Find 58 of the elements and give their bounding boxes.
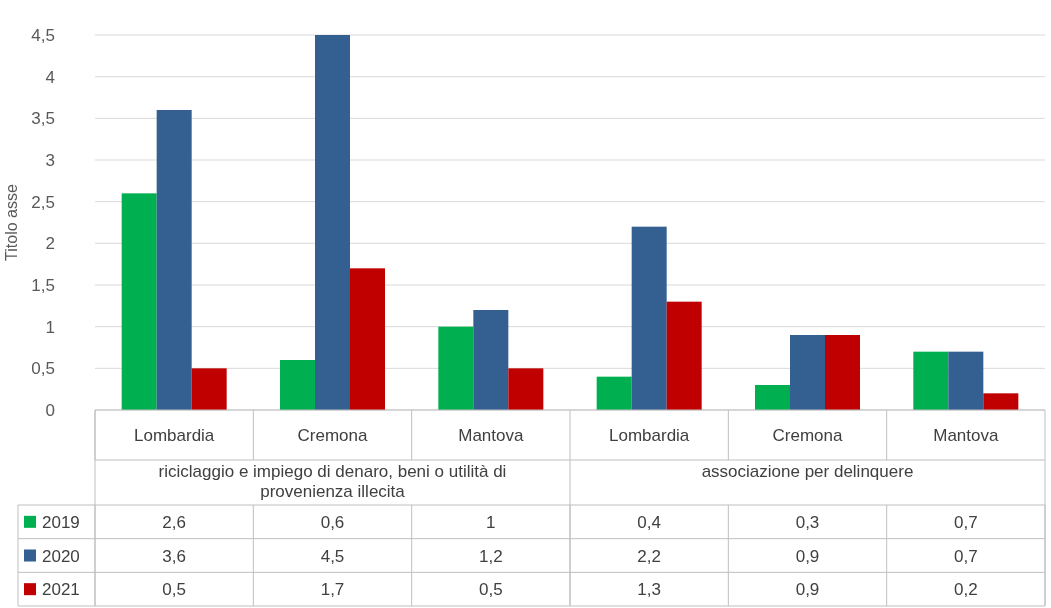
y-tick-label: 0,5 [31, 359, 55, 379]
data-label: 3,6 [162, 546, 186, 566]
data-label: 0,7 [954, 546, 978, 566]
data-label: 1 [486, 512, 496, 532]
data-label: 0,9 [795, 580, 820, 600]
y-tick-label: 2 [45, 234, 55, 254]
bar [790, 335, 825, 410]
data-label: 1,7 [320, 580, 345, 600]
x-tick-label: Cremona [297, 426, 368, 445]
legend-label: 2020 [42, 546, 80, 566]
bar [596, 376, 632, 410]
data-label: 4,5 [320, 546, 345, 566]
data-label: 0,7 [954, 512, 978, 532]
data-label: 0,5 [162, 580, 186, 600]
y-axis-title: Titolo asse [3, 184, 20, 261]
y-tick-label: 2,5 [31, 192, 55, 212]
text: associazione per delinquere [701, 462, 914, 481]
bar [983, 393, 1019, 410]
data-label: 0,4 [637, 512, 661, 532]
data-label: 2,2 [637, 546, 661, 566]
bar [755, 385, 790, 410]
x-tick-label: Lombardia [609, 426, 690, 445]
x-tick-label: Mantova [458, 426, 524, 445]
bar [666, 301, 702, 410]
data-label: 0,6 [320, 512, 345, 532]
bar [508, 368, 544, 410]
data-label: 0,9 [795, 546, 820, 566]
bar [121, 193, 157, 410]
y-tick-label: 4 [45, 67, 55, 87]
data-label: 1,3 [637, 580, 661, 600]
y-tick-label: 0 [45, 400, 55, 420]
bar [350, 268, 385, 410]
bar [315, 35, 350, 410]
x-tick-label: Lombardia [134, 426, 215, 445]
data-label: 2,6 [162, 512, 186, 532]
data-label: 1,2 [479, 546, 503, 566]
bar [280, 360, 315, 410]
x-tick-label: Cremona [772, 426, 843, 445]
y-tick-label: 1 [45, 317, 55, 337]
y-tick-label: 4,5 [31, 25, 55, 45]
text: riciclaggio e impiego di denaro, beni o utilità di provenienza illecita [158, 462, 507, 501]
bar [473, 310, 509, 410]
x-tick-label: Mantova [933, 426, 999, 445]
bar [948, 351, 984, 410]
y-tick-label: 3,5 [31, 109, 55, 129]
bar [631, 226, 667, 410]
data-label: 0,3 [795, 512, 820, 532]
legend-label: 2019 [42, 512, 80, 532]
bar [438, 326, 474, 410]
bar [156, 110, 192, 410]
y-tick-label: 3 [45, 150, 55, 170]
bar [191, 368, 227, 410]
legend-label: 2021 [42, 580, 80, 600]
y-tick-label: 1,5 [31, 275, 55, 295]
data-label: 0,5 [479, 580, 503, 600]
data-label: 0,2 [954, 580, 978, 600]
bar [913, 351, 949, 410]
bar [825, 335, 860, 410]
